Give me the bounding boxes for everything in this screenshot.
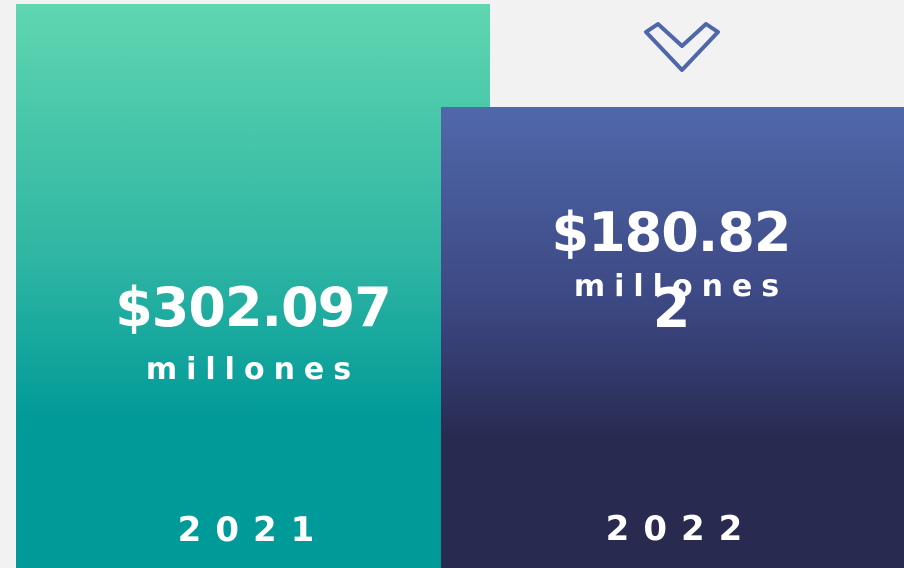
panel-2021: $302.097 millones 2021 [16, 4, 490, 568]
amount: $302.097 [115, 276, 392, 339]
panel-2022: millones $180.822 2022 [441, 107, 904, 568]
unit: millones [145, 352, 361, 387]
amount: $180.822 [551, 201, 792, 340]
unit: millones [573, 269, 789, 304]
chevron-path [644, 22, 720, 72]
year: 2021 [177, 510, 329, 550]
chevron-down[interactable] [636, 16, 732, 82]
year: 2022 [605, 509, 757, 549]
